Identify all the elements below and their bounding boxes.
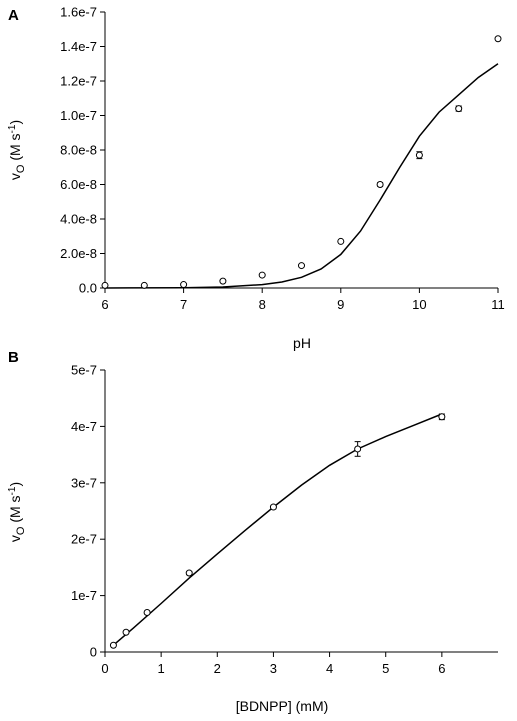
panel-a-y-label-unit: (M s — [7, 133, 23, 164]
panel-b-data-point — [109, 641, 117, 649]
panel-a-data-point — [494, 35, 502, 43]
panel-b-data-point — [269, 503, 277, 511]
panel-a-plot: 6 7 8 9 10 11 0.0 2.0e-8 4.0e-8 6.0e-8 8.0e-8 1.0e-… — [60, 5, 505, 313]
panel-b-label: B — [8, 349, 19, 366]
panel-a-data-point — [219, 277, 227, 285]
panel-a-y-tick-label: 8.0e-8 — [60, 143, 97, 158]
panel-b-y-tick-label: 3e-7 — [71, 475, 97, 490]
panel-b-x-axis-label: [BDNPP] (mM) — [236, 698, 329, 714]
panel-a-data-point — [298, 262, 305, 270]
panel-a-data-point — [258, 271, 266, 279]
panel-a-y-tick-label: 6.0e-8 — [60, 177, 97, 192]
panel-a-y-label-main: v — [7, 173, 23, 180]
panel-a-y-tick-label: 1.0e-7 — [60, 108, 97, 123]
panel-b-y-label-sub: O — [15, 526, 27, 535]
panel-b-x-tick-label: 4 — [326, 661, 333, 676]
panel-a-y-axis-label: vO (M s-1) — [7, 120, 27, 180]
panel-a-x-tick-label: 6 — [101, 297, 108, 312]
panel-b-y-tick-label: 0 — [90, 645, 97, 660]
panel-b-x-tick-label: 6 — [438, 661, 445, 676]
panel-a-data-point — [337, 237, 345, 245]
panel-b-data-point — [438, 413, 446, 421]
panel-b-y-axis-label: vO (M s-1) — [7, 482, 27, 542]
panel-b-x-tick-label: 3 — [270, 661, 277, 676]
panel-b-y-label-main: v — [7, 535, 23, 542]
panel-b-data-point — [185, 569, 193, 577]
panel-b-data-point — [354, 445, 362, 453]
panel-b-y-label-close: ) — [7, 482, 23, 487]
panel-a-label: A — [8, 7, 19, 24]
panel-b-y-tick-label: 5e-7 — [71, 363, 97, 378]
panel-a-y-tick-label: 1.6e-7 — [60, 5, 97, 20]
panel-b-x-tick-label: 2 — [214, 661, 221, 676]
panel-a-y-label-sup: -1 — [7, 124, 18, 133]
panel-a-x-tick-label: 10 — [412, 297, 426, 312]
panel-b-plot: 0 1 2 3 4 5 6 0 1e-7 2e-7 3e-7 4e-7 5e-7 — [71, 363, 498, 676]
panel-a-data-point — [455, 105, 463, 113]
panel-a-data-point — [140, 281, 148, 289]
panel-b-y-label-sup: -1 — [7, 486, 18, 495]
panel-b-y-tick-label: 4e-7 — [71, 419, 97, 434]
panel-b-y-tick-label: 1e-7 — [71, 588, 97, 603]
panel-a-y-label-close: ) — [7, 120, 23, 125]
panel-b-fit-line — [112, 413, 443, 646]
panel-a-x-axis-label: pH — [293, 335, 311, 351]
panel-b-x-tick-label: 5 — [382, 661, 389, 676]
panel-a-data-point — [101, 281, 109, 289]
panel-a-data-point — [180, 281, 188, 289]
panel-a-y-tick-label: 4.0e-8 — [60, 212, 97, 227]
panel-a-x-tick-label: 7 — [180, 297, 187, 312]
panel-a-y-tick-label: 1.2e-7 — [60, 74, 97, 89]
panel-a-y-label-sub: O — [15, 164, 27, 173]
panel-a-data-point — [376, 181, 384, 188]
panel-a-data-point — [415, 151, 423, 159]
panel-b-x-tick-label: 0 — [101, 661, 108, 676]
panel-a-x-tick-label: 11 — [491, 297, 505, 312]
panel-a-x-tick-label: 8 — [259, 297, 266, 312]
panel-a-y-tick-label: 1.4e-7 — [60, 39, 97, 54]
panel-a-fit-line — [104, 63, 499, 289]
panel-a-y-tick-label: 2.0e-8 — [60, 246, 97, 261]
panel-a-y-tick-label: 0.0 — [79, 281, 97, 296]
panel-b-data-point — [122, 628, 130, 636]
panel-a-x-tick-label: 9 — [337, 297, 344, 312]
panel-b-y-label-unit: (M s — [7, 495, 23, 526]
panel-b-y-tick-label: 2e-7 — [71, 532, 97, 547]
panel-b-data-point — [143, 609, 151, 617]
panel-b-x-tick-label: 1 — [158, 661, 165, 676]
